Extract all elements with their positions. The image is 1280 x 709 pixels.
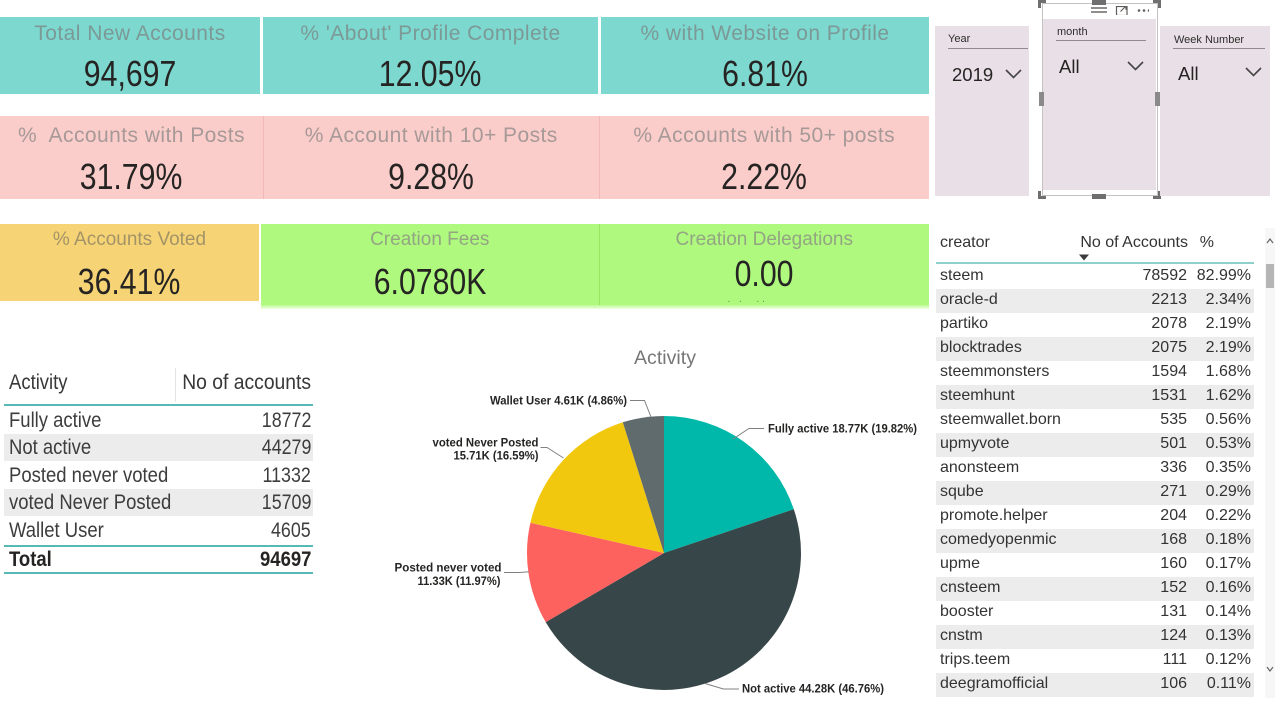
svg-text:Not active 44.28K (46.76%): Not active 44.28K (46.76%)	[742, 682, 884, 696]
svg-text:Activity: Activity	[634, 347, 696, 369]
svg-text:Posted never voted: Posted never voted	[395, 561, 502, 575]
svg-text:Fully active 18.77K (19.82%): Fully active 18.77K (19.82%)	[768, 422, 917, 436]
svg-text:voted Never Posted: voted Never Posted	[433, 436, 539, 450]
svg-text:Wallet User 4.61K (4.86%): Wallet User 4.61K (4.86%)	[490, 394, 627, 408]
svg-text:11.33K (11.97%): 11.33K (11.97%)	[418, 574, 501, 588]
svg-text:15.71K (16.59%): 15.71K (16.59%)	[454, 449, 539, 463]
